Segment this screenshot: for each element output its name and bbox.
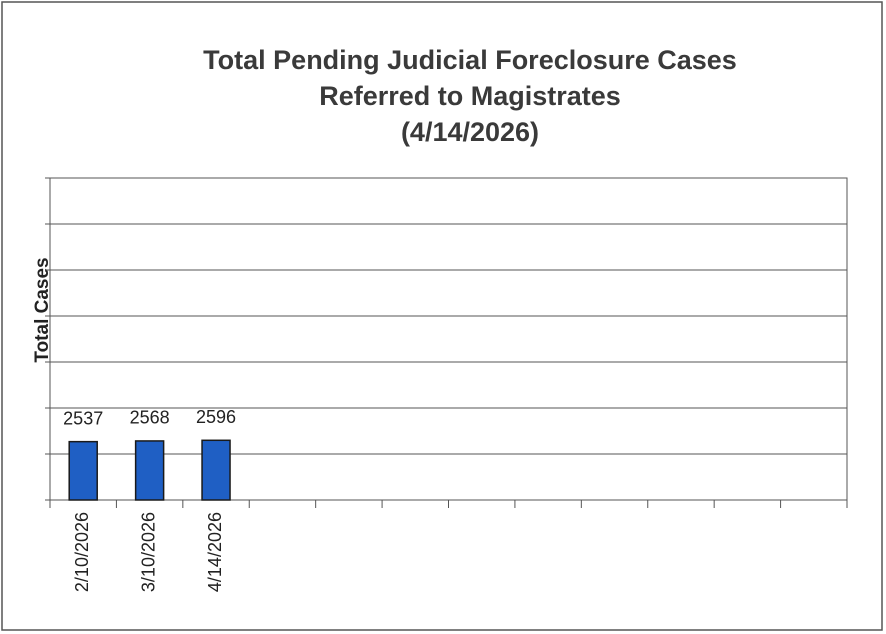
- bar: [68, 440, 98, 501]
- value-label: 2568: [130, 408, 170, 428]
- plot-area: [49, 177, 848, 501]
- bar: [134, 440, 165, 501]
- chart-title: Total Pending Judicial Foreclosure Cases: [203, 45, 737, 75]
- y-axis-label: Total Cases: [32, 257, 53, 362]
- chart-title: (4/14/2026): [401, 117, 539, 147]
- x-tick-label: 2/10/2026: [72, 512, 92, 592]
- value-label: 2537: [63, 408, 103, 428]
- bar: [201, 439, 231, 501]
- value-label: 2596: [196, 407, 236, 427]
- x-tick-label: 3/10/2026: [138, 512, 158, 592]
- x-tick-label: 4/14/2026: [205, 512, 225, 592]
- chart-title: Referred to Magistrates: [319, 81, 621, 111]
